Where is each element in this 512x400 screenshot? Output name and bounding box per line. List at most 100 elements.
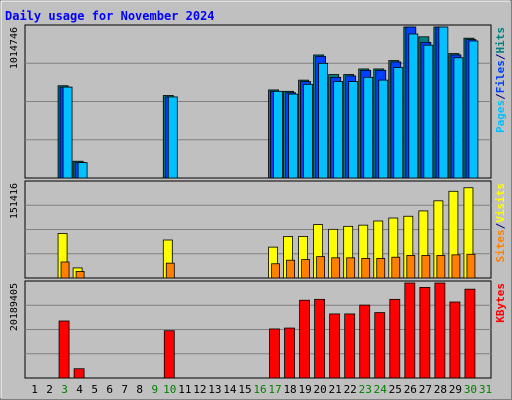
x-tick-label: 20	[314, 383, 327, 396]
x-tick-label: 18	[283, 383, 296, 396]
x-tick-label: 8	[136, 383, 143, 396]
bar-kbytes-day-24	[374, 312, 386, 379]
legend-entry: Pages	[494, 100, 507, 133]
x-tick-label: 2	[46, 383, 53, 396]
bar-sites-day-21	[331, 257, 341, 279]
bar-sites-day-28	[436, 255, 446, 279]
bar-pages-day-26	[408, 33, 419, 179]
x-tick-label: 28	[434, 383, 447, 396]
x-tick-label: 16	[253, 383, 266, 396]
bar-sites-day-20	[316, 256, 326, 279]
x-tick-label: 6	[106, 383, 113, 396]
chart-title: Daily usage for November 2024	[5, 9, 215, 23]
bar-kbytes-day-22	[344, 313, 356, 379]
panel-kbytes: 20189405 KBytes	[9, 280, 507, 379]
legend-entry: /	[494, 222, 507, 229]
bar-kbytes-day-17	[269, 328, 280, 379]
legend-entry: /	[494, 93, 507, 100]
legend-entry: Files	[494, 60, 507, 93]
bar-sites-day-24	[376, 258, 386, 279]
x-axis: 1 2 3 4 5 6 7 8 9 10 11 12 13 14 15 16 17 18 19 20 21 22 23 24 2…	[31, 383, 492, 396]
panel-visits-sites: 151416 Sites/Visits	[9, 180, 507, 279]
bar-pages-day-3	[62, 86, 73, 179]
legend-entry: Visits	[494, 183, 507, 223]
bar-kbytes-day-18	[284, 327, 295, 379]
bar-sites-day-22	[346, 257, 356, 279]
bar-sites-day-30	[466, 253, 476, 279]
bar-kbytes-day-25	[389, 298, 401, 379]
bar-kbytes-day-30	[464, 288, 476, 379]
panel-legend: KBytes	[494, 283, 507, 323]
bar-sites-day-29	[451, 254, 461, 279]
bar-sites-day-19	[301, 259, 310, 279]
bar-kbytes-day-4	[73, 368, 85, 379]
bar-pages-day-23	[363, 76, 374, 179]
bar-kbytes-day-29	[449, 301, 461, 379]
bar-pages-day-25	[393, 67, 404, 179]
x-tick-label: 23	[359, 383, 372, 396]
bar-kbytes-day-21	[329, 313, 341, 379]
bar-pages-day-17	[273, 90, 283, 179]
legend-entry: Hits	[494, 27, 507, 54]
panel-legend: Pages/Files/Hits	[494, 27, 507, 133]
bar-sites-day-4	[75, 271, 85, 279]
x-tick-label: 5	[91, 383, 98, 396]
x-tick-label: 9	[151, 383, 158, 396]
bar-kbytes-day-28	[434, 282, 446, 379]
x-tick-label: 24	[374, 383, 388, 396]
bar-sites-day-27	[421, 255, 431, 279]
bar-sites-day-17	[271, 263, 280, 279]
x-tick-label: 19	[298, 383, 311, 396]
bar-kbytes-day-10	[163, 330, 175, 379]
bar-pages-day-22	[348, 81, 359, 179]
axis-max-label: 1014746	[9, 27, 20, 69]
bar-kbytes-day-26	[404, 282, 416, 379]
bar-pages-day-30	[468, 40, 479, 179]
bar-pages-day-27	[423, 44, 434, 179]
x-tick-label: 25	[389, 383, 402, 396]
panel-legend: Sites/Visits	[494, 183, 507, 263]
bar-sites-day-3	[60, 261, 70, 279]
chart-panels: 1014746Pages/Files/Hits151416Sites/Visit…	[9, 24, 507, 379]
bar-pages-day-29	[453, 57, 464, 179]
x-tick-label: 11	[178, 383, 191, 396]
x-tick-label: 15	[238, 383, 251, 396]
bar-kbytes-day-23	[359, 304, 371, 379]
x-tick-label: 10	[163, 383, 176, 396]
bar-sites-day-23	[361, 258, 371, 279]
bar-sites-day-25	[391, 256, 401, 279]
x-tick-label: 31	[479, 383, 492, 396]
x-tick-label: 27	[419, 383, 432, 396]
bar-pages-day-18	[288, 93, 298, 179]
bar-pages-day-21	[333, 81, 344, 179]
x-tick-label: 13	[208, 383, 221, 396]
bar-kbytes-day-3	[58, 320, 70, 379]
bar-sites-day-18	[286, 259, 295, 279]
x-tick-label: 12	[193, 383, 206, 396]
bar-pages-day-20	[318, 62, 329, 179]
x-tick-label: 22	[344, 383, 357, 396]
x-tick-label: 21	[329, 383, 342, 396]
legend-entry: /	[494, 53, 507, 60]
legend-entry: KBytes	[494, 283, 507, 323]
bar-sites-day-26	[406, 255, 416, 279]
bar-kbytes-day-20	[314, 298, 326, 379]
legend-entry: Sites	[494, 229, 507, 262]
bar-pages-day-19	[303, 83, 313, 179]
x-tick-label: 29	[449, 383, 462, 396]
x-tick-label: 30	[464, 383, 477, 396]
bar-pages-day-24	[378, 79, 389, 179]
bar-pages-day-28	[438, 26, 449, 179]
bar-sites-day-10	[165, 262, 175, 279]
x-tick-label: 1	[31, 383, 38, 396]
x-tick-label: 3	[61, 383, 68, 396]
axis-max-label: 20189405	[9, 283, 20, 331]
x-tick-label: 7	[121, 383, 128, 396]
x-tick-label: 4	[76, 383, 83, 396]
bar-pages-day-4	[77, 162, 88, 179]
bar-pages-day-10	[167, 96, 178, 179]
bar-kbytes-day-19	[299, 299, 310, 379]
x-tick-label: 26	[404, 383, 417, 396]
